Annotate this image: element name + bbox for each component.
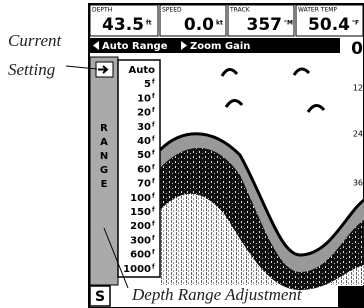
range-option: 70: [137, 179, 151, 190]
range-option: 30: [137, 122, 151, 133]
range-option: 20: [137, 108, 151, 119]
range-unit: f: [152, 150, 155, 157]
range-title-letter: E: [101, 179, 108, 190]
annotation: Depth Range Adjustment: [131, 285, 303, 304]
range-unit: f: [152, 263, 155, 270]
field-label: WATER TEMP: [298, 7, 337, 14]
field-unit: °M: [284, 20, 293, 27]
depth-scale-label: 24: [353, 130, 363, 139]
range-unit: f: [152, 164, 155, 171]
field-value: 43.5: [102, 15, 144, 35]
range-option: 600: [130, 250, 151, 261]
range-title-letter: R: [100, 123, 108, 134]
range-unit: f: [152, 221, 155, 228]
field-unit: kt: [216, 20, 223, 27]
range-option: 60: [137, 164, 151, 175]
range-unit: f: [152, 235, 155, 242]
field-label: TRACK: [229, 7, 251, 14]
depth-scale-label: 36: [353, 179, 363, 188]
field-unit: ft: [146, 20, 152, 27]
range-title-letter: N: [100, 151, 108, 162]
range-option: 1000: [123, 264, 151, 275]
field-value: 357: [247, 15, 283, 35]
field-value: 0.0: [184, 15, 214, 35]
range-option: 200: [130, 221, 151, 232]
screenshot: Current Setting Depth Range Adjustment DEPT…: [0, 0, 364, 308]
field-label: SPEED: [162, 7, 182, 14]
range-unit: f: [152, 207, 155, 214]
field-label: DEPTH: [92, 7, 112, 14]
depth-scale-label: 12: [353, 84, 363, 93]
menu-item: Auto Range: [102, 41, 168, 52]
mode-label: S: [95, 289, 105, 305]
range-option: Auto: [128, 65, 155, 76]
depth-scale-label: 60: [339, 287, 363, 307]
range-unit: f: [152, 192, 155, 199]
range-unit: f: [152, 93, 155, 100]
range-unit: f: [152, 249, 155, 256]
annotation: Current: [8, 31, 62, 50]
range-title-letter: A: [100, 137, 108, 148]
depth-scale-label: 48: [353, 229, 363, 238]
depth-scale-label: 0: [351, 39, 363, 59]
range-option: 300: [130, 235, 151, 246]
annotation: Setting: [8, 60, 55, 79]
range-title-letter: G: [100, 165, 108, 176]
range-option: 150: [130, 207, 151, 218]
range-unit: f: [152, 79, 155, 86]
range-option: 40: [137, 136, 151, 147]
menu-item: Zoom Gain: [190, 41, 250, 52]
range-unit: f: [152, 178, 155, 185]
range-option: 50: [137, 150, 151, 161]
range-unit: f: [152, 121, 155, 128]
range-option: 5: [144, 79, 151, 90]
field-unit: °F: [352, 20, 359, 27]
field-value: 50.4: [308, 15, 350, 35]
range-option: 100: [130, 193, 151, 204]
range-option: 10: [137, 93, 151, 104]
range-unit: f: [152, 136, 155, 143]
range-unit: f: [152, 107, 155, 114]
